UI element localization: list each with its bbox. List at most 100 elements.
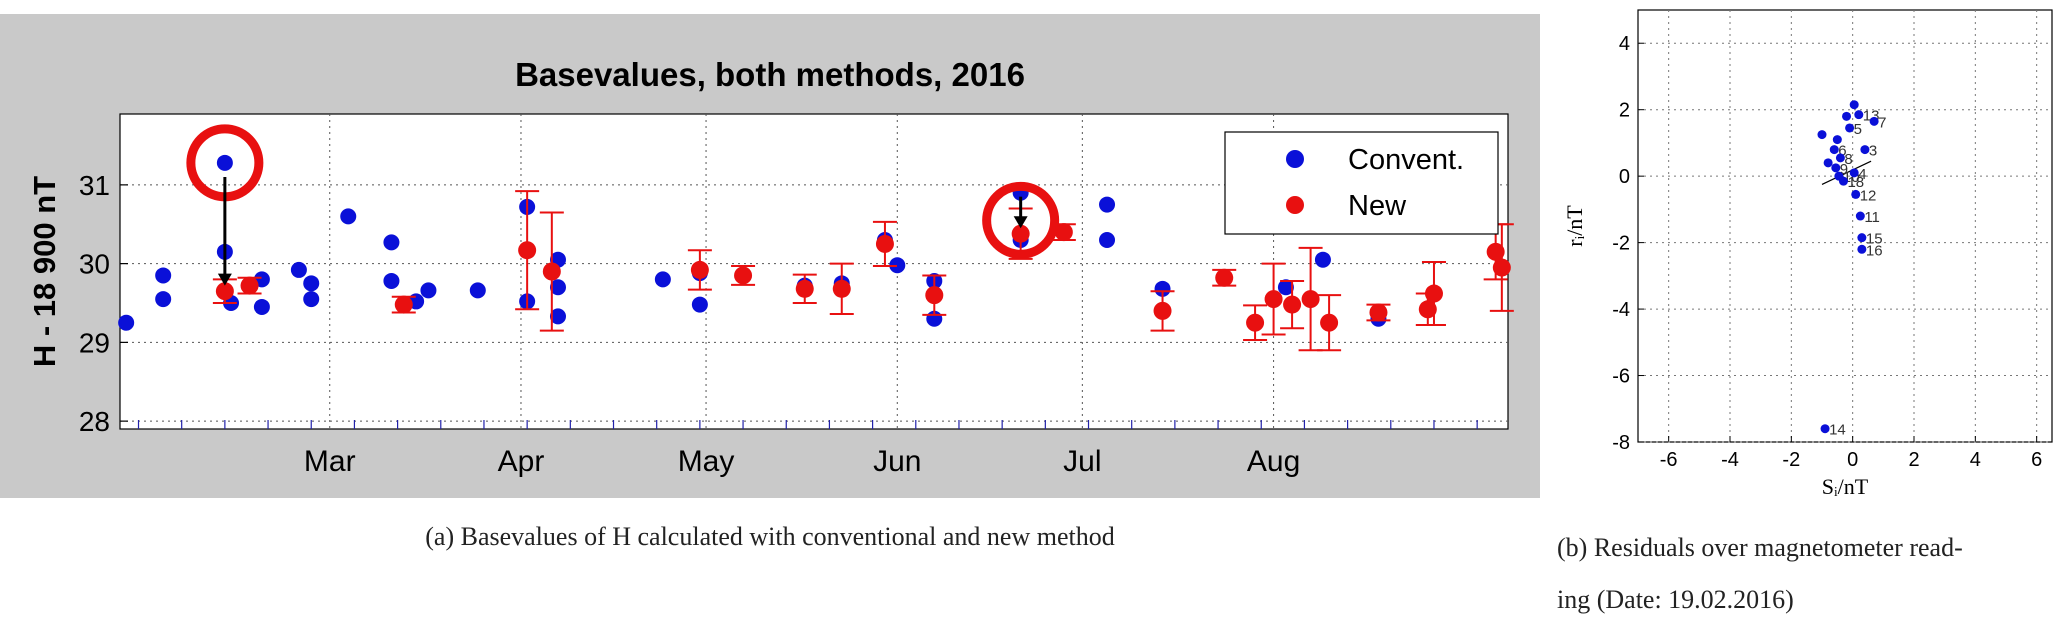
new-point (1418, 300, 1437, 319)
residual-point-label: 5 (1854, 121, 1862, 138)
arrow-head (217, 273, 232, 286)
legend-box (1224, 131, 1499, 235)
x-tick-label: 4 (1970, 449, 1981, 471)
residual-point (1855, 211, 1865, 221)
new-point (542, 262, 561, 281)
residual-point (1860, 145, 1870, 155)
new-point (1054, 223, 1073, 242)
caption-b-line2: ing (Date: 19.02.2016) (1557, 585, 1794, 614)
y-tick-label: 4 (1619, 33, 1630, 55)
x-tick-label: -6 (1660, 449, 1678, 471)
conventional-point (303, 291, 320, 308)
conventional-point (383, 234, 400, 251)
conventional-point (549, 279, 566, 296)
month-label: Mar (304, 445, 356, 478)
conventional-point (1277, 279, 1294, 296)
conventional-point (654, 271, 671, 288)
residuals-chart: -6 -4 -2 0 2 4 6-8-6-4-2024Sᵢ/nTrᵢ/nT689101851… (1562, 9, 2053, 499)
conventional-point (383, 272, 400, 289)
y-tick-label: 2 (1619, 100, 1630, 122)
residual-point-label: 11 (1864, 209, 1880, 226)
y-tick-label: -4 (1612, 299, 1630, 321)
conventional-point (1154, 280, 1171, 297)
residual-point-label: 12 (1860, 187, 1877, 204)
residual-point (1829, 145, 1839, 155)
residual-point-label: 7 (1878, 114, 1886, 131)
conventional-point (469, 282, 486, 299)
basevalues-chart: 28 29 30 31 Mar Apr May Jun Jul Aug H - 18 900 nT C… (27, 113, 1514, 478)
x-tick-label: 2 (1908, 449, 1919, 471)
regression-line (1821, 160, 1872, 186)
chart-title: Basevalues, both methods, 2016 (515, 56, 1025, 93)
residual-point-label: 16 (1866, 242, 1883, 259)
new-point (1492, 258, 1511, 277)
residual-point (1857, 244, 1867, 254)
residual-point (1854, 110, 1864, 120)
new-point (1246, 313, 1265, 332)
conventional-point (216, 154, 233, 171)
new-point (240, 276, 259, 295)
conventional-point (1314, 251, 1331, 268)
y-axis-label: H - 18 900 nT (27, 176, 62, 367)
residual-point-label: 14 (1829, 422, 1846, 439)
new-point (215, 282, 234, 301)
residual-point (1820, 424, 1830, 434)
conventional-point (420, 282, 437, 299)
residual-point (1845, 123, 1855, 133)
residual-point-label: 3 (1869, 143, 1877, 160)
legend-label-conventional: Convent. (1348, 144, 1464, 176)
new-point (1264, 290, 1283, 309)
y-tick-label: 28 (79, 406, 110, 437)
legend: Convent. New (1224, 131, 1499, 235)
residual-point (1817, 130, 1827, 140)
y-tick-label: -2 (1612, 233, 1630, 255)
y-tick-label: 31 (79, 170, 110, 201)
y-tick-label: 0 (1619, 166, 1630, 188)
new-point (1320, 313, 1339, 332)
residuals-plot-area (1637, 9, 2053, 443)
new-point (925, 286, 944, 305)
x-tick-label: 6 (2031, 449, 2042, 471)
new-point (1011, 224, 1030, 243)
conventional-point (253, 298, 270, 315)
residual-point (1823, 158, 1833, 168)
conventional-point (155, 291, 172, 308)
new-point (1424, 284, 1443, 303)
residual-point (1842, 111, 1852, 121)
new-point (734, 266, 753, 285)
new-point (394, 295, 413, 314)
legend-label-new: New (1348, 190, 1407, 222)
residual-point (1835, 153, 1845, 163)
conventional-point (155, 267, 172, 284)
residual-point-label: 9 (1840, 161, 1848, 178)
conventional-point (889, 257, 906, 274)
residual-point (1838, 176, 1848, 186)
x-tick-label: -2 (1782, 449, 1800, 471)
legend-marker-conventional (1286, 150, 1304, 168)
residual-point (1832, 135, 1842, 145)
month-label: Jul (1063, 445, 1101, 478)
y-tick-label: -6 (1612, 366, 1630, 388)
month-label: Jun (873, 445, 921, 478)
y-tick-label: -8 (1612, 432, 1630, 454)
caption-a: (a) Basevalues of H calculated with conv… (425, 522, 1115, 551)
y-tick-label: 30 (79, 249, 110, 280)
residual-point (1849, 100, 1859, 110)
residual-point (1831, 163, 1841, 173)
residual-point-label: 6 (1838, 143, 1846, 160)
conventional-point (290, 261, 307, 278)
residual-point-label: 18 (1847, 174, 1864, 191)
new-point (1215, 268, 1234, 287)
y-tick-label: 29 (79, 327, 110, 358)
x-axis-label: Sᵢ/nT (1822, 474, 1869, 499)
new-point (795, 279, 814, 298)
residual-point-label: 15 (1866, 231, 1883, 248)
new-point (1301, 290, 1320, 309)
conventional-point (691, 296, 708, 313)
new-point (875, 234, 894, 253)
conventional-point (118, 314, 135, 331)
conventional-point (549, 308, 566, 325)
new-point (1283, 295, 1302, 314)
new-point (1153, 301, 1172, 320)
legend-marker-new (1286, 196, 1304, 214)
